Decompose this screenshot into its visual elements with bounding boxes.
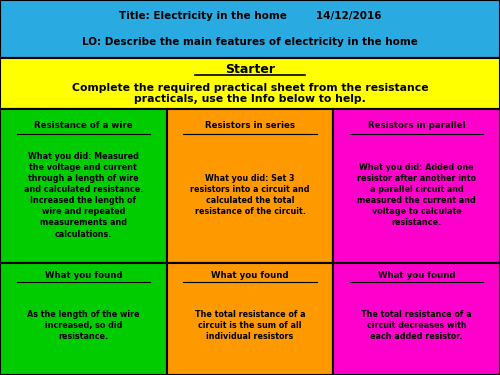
Text: Starter: Starter <box>225 63 275 76</box>
FancyBboxPatch shape <box>334 109 500 263</box>
FancyBboxPatch shape <box>0 0 500 58</box>
Text: What you found: What you found <box>378 271 456 280</box>
Text: What you did: Set 3
resistors into a circuit and
calculated the total
resistance: What you did: Set 3 resistors into a cir… <box>190 174 310 216</box>
Text: Resistors in series: Resistors in series <box>205 121 295 130</box>
Text: What you did: Measured
the voltage and current
through a length of wire
and calc: What you did: Measured the voltage and c… <box>24 152 143 238</box>
Text: Complete the required practical sheet from the resistance
practicals, use the In: Complete the required practical sheet fr… <box>72 83 428 104</box>
FancyBboxPatch shape <box>0 109 166 263</box>
FancyBboxPatch shape <box>166 263 334 375</box>
FancyBboxPatch shape <box>334 263 500 375</box>
Text: As the length of the wire
increased, so did
resistance.: As the length of the wire increased, so … <box>27 310 140 341</box>
Text: Title: Electricity in the home        14/12/2016: Title: Electricity in the home 14/12/201… <box>119 11 382 21</box>
Text: The total resistance of a
circuit decreases with
each added resistor.: The total resistance of a circuit decrea… <box>362 310 472 341</box>
Text: What you found: What you found <box>44 271 122 280</box>
FancyBboxPatch shape <box>0 263 166 375</box>
Text: Resistors in parallel: Resistors in parallel <box>368 121 466 130</box>
Text: Resistance of a wire: Resistance of a wire <box>34 121 132 130</box>
Text: What you found: What you found <box>211 271 288 280</box>
Text: What you did: Added one
resistor after another into
a parallel circuit and
measu: What you did: Added one resistor after a… <box>357 163 476 228</box>
Text: LO: Describe the main features of electricity in the home: LO: Describe the main features of electr… <box>82 37 418 47</box>
FancyBboxPatch shape <box>0 58 500 109</box>
FancyBboxPatch shape <box>166 109 334 263</box>
Text: The total resistance of a
circuit is the sum of all
individual resistors: The total resistance of a circuit is the… <box>194 310 306 341</box>
